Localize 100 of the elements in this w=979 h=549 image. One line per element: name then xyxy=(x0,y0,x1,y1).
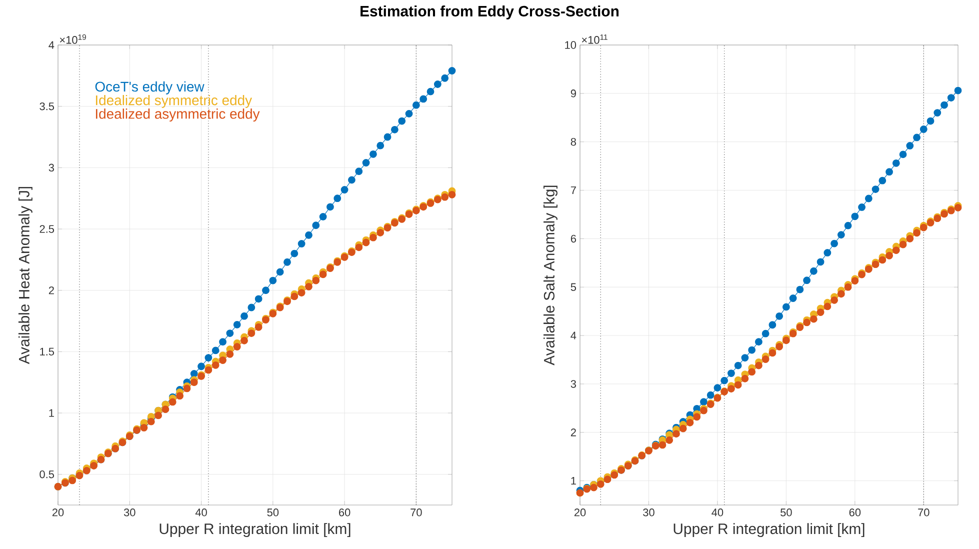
point xyxy=(878,176,886,184)
point xyxy=(666,436,674,444)
point xyxy=(728,385,735,392)
point xyxy=(940,101,948,109)
point xyxy=(782,303,790,311)
point xyxy=(803,276,811,284)
point xyxy=(864,194,872,202)
point xyxy=(305,282,312,290)
point xyxy=(755,338,762,346)
point xyxy=(844,283,852,291)
point xyxy=(298,289,306,296)
text: Idealized asymmetric eddy xyxy=(96,108,260,122)
point xyxy=(768,321,776,329)
point xyxy=(741,354,749,362)
point xyxy=(741,374,749,382)
point xyxy=(920,126,928,133)
point xyxy=(190,378,198,386)
point xyxy=(362,159,370,166)
point xyxy=(830,296,838,304)
point xyxy=(762,356,770,363)
point xyxy=(312,276,320,284)
point xyxy=(219,356,226,364)
point xyxy=(168,398,176,406)
point xyxy=(384,133,392,141)
y-tick-label: 6 xyxy=(570,234,576,243)
point xyxy=(816,258,824,266)
text: ×10$^{11}$ xyxy=(582,34,608,44)
point xyxy=(714,384,722,392)
x-tick-label: 20 xyxy=(574,508,586,516)
point xyxy=(154,412,162,420)
point xyxy=(954,86,962,94)
y-tick-label: 8 xyxy=(570,138,576,146)
x-tick-label: 60 xyxy=(849,508,861,516)
point xyxy=(441,193,449,201)
point xyxy=(370,150,377,158)
point xyxy=(926,117,934,125)
point xyxy=(672,430,680,438)
point xyxy=(390,126,398,134)
point xyxy=(355,168,363,176)
point xyxy=(679,424,687,432)
point xyxy=(728,370,735,377)
point xyxy=(934,109,942,116)
point xyxy=(803,318,811,326)
point xyxy=(219,338,226,346)
point xyxy=(892,246,900,254)
y-tick-label: 3 xyxy=(48,164,54,172)
point xyxy=(190,370,198,378)
point xyxy=(658,441,666,449)
point xyxy=(319,270,327,278)
point xyxy=(412,101,420,109)
y-axis-title: Available Heat Anomaly [J] xyxy=(18,186,32,364)
point xyxy=(162,406,170,414)
point xyxy=(284,258,291,266)
point xyxy=(305,231,312,239)
point xyxy=(68,476,76,484)
x-tick-label: 50 xyxy=(267,508,279,516)
point xyxy=(204,354,212,362)
y-tick-label: 4 xyxy=(48,41,54,49)
point xyxy=(844,222,852,230)
point xyxy=(441,74,449,82)
y-tick-label: 3.5 xyxy=(40,102,54,110)
y-axis-title: Available Salt Anomaly [kg] xyxy=(544,186,558,366)
y-tick-label: 5 xyxy=(570,283,576,291)
point xyxy=(312,222,320,230)
point xyxy=(906,234,914,242)
point xyxy=(198,362,205,370)
y-tick-label: 2 xyxy=(48,286,54,294)
x-tick-label: 20 xyxy=(52,508,64,516)
point xyxy=(370,234,377,242)
point xyxy=(269,276,277,284)
point xyxy=(147,418,155,426)
point xyxy=(420,95,428,103)
x-tick-label: 60 xyxy=(339,508,350,516)
point xyxy=(276,268,284,276)
x-tick-label: 40 xyxy=(195,508,207,516)
point xyxy=(796,286,804,294)
point xyxy=(700,398,708,406)
point xyxy=(376,228,384,236)
point xyxy=(720,376,728,384)
point xyxy=(824,302,832,310)
point xyxy=(240,312,248,320)
y-tick-label: 1 xyxy=(49,409,54,417)
point xyxy=(789,294,797,302)
point xyxy=(693,413,701,421)
point xyxy=(248,330,256,337)
y-tick-label: 2 xyxy=(570,428,576,436)
point xyxy=(762,330,770,338)
x-tick-label: 50 xyxy=(780,508,792,516)
point xyxy=(947,94,955,102)
point xyxy=(886,168,893,176)
point xyxy=(248,304,256,312)
point xyxy=(204,366,212,374)
point xyxy=(398,117,406,125)
y-tick-label: 3 xyxy=(570,380,576,388)
point xyxy=(899,240,907,248)
point xyxy=(734,362,742,370)
point xyxy=(851,212,859,220)
y-tick-label: 10 xyxy=(565,41,576,49)
y-tick-label: 4 xyxy=(570,332,576,340)
text: Estimation from Eddy Cross-Section xyxy=(360,6,619,20)
